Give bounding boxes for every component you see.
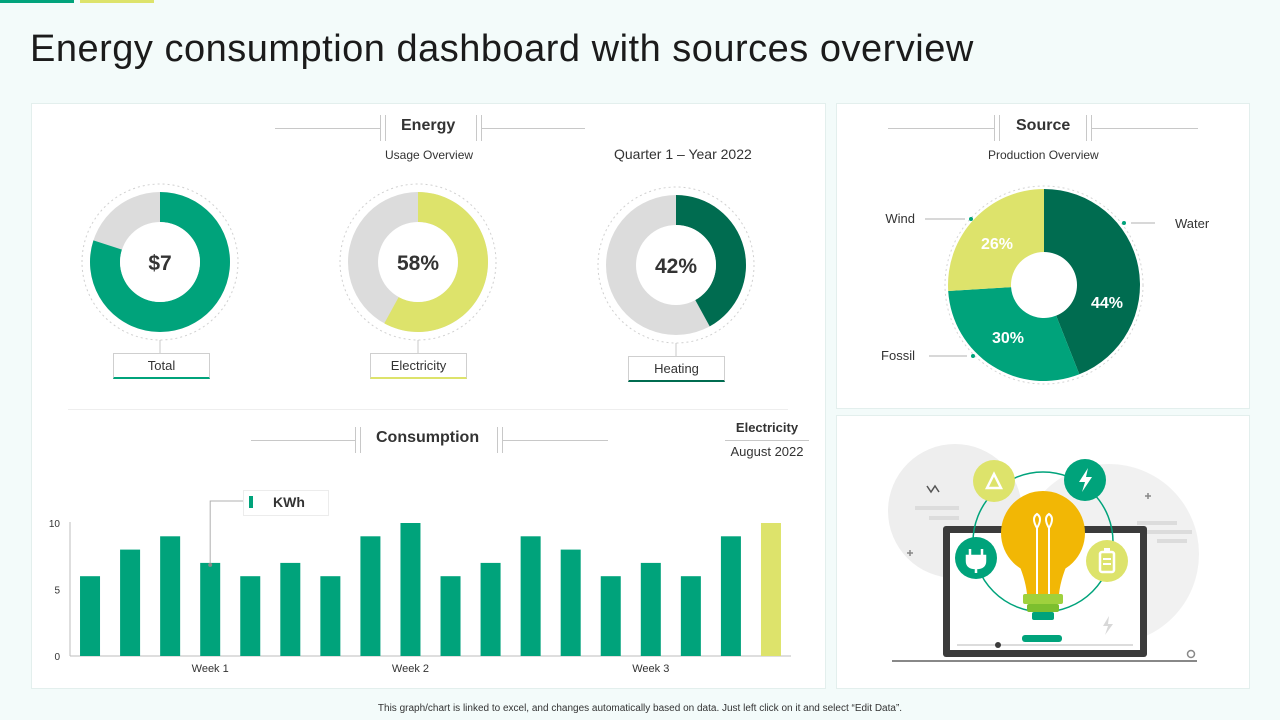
pie-slice-wind [948,189,1044,292]
ring-label-heating: Heating [628,356,725,382]
energy-heading: Energy [401,117,456,134]
ring-label-total: Total [113,353,210,379]
energy-consumption-panel: Energy Usage Overview Quarter 1 – Year 2… [31,103,826,689]
pie-label-water: Water [1175,216,1210,231]
consumption-heading: Consumption [376,429,480,446]
consumption-meta: Electricity August 2022 [725,420,809,464]
x-tick-week-3: Week 3 [632,663,669,675]
ring-value-electricity: 58% [397,252,439,275]
consumption-meta-date: August 2022 [730,444,804,459]
x-tick-week-2: Week 2 [392,663,429,675]
footnote: This graph/chart is linked to excel, and… [377,703,903,714]
page-title: Energy consumption dashboard with source… [30,28,974,70]
x-tick-week-1: Week 1 [192,663,229,675]
source-panel: Source Production Overview 44% Water 30% Fo… [836,103,1250,409]
bar-3 [160,536,181,656]
bar-14 [600,576,621,656]
kwh-legend-swatch [249,496,253,508]
kwh-legend-label: KWh [273,494,305,510]
ring-value-total: $7 [148,252,171,275]
bar-10 [440,576,461,656]
bar-17 [720,536,741,656]
ring-value-heating: 42% [655,255,697,278]
pie-value-wind: 26% [981,236,1013,253]
bar-2 [120,549,141,656]
light-bulb-icon [1001,491,1085,575]
pie-slice-water [1044,189,1140,375]
bar-11 [480,562,501,656]
pie-slice-fossil [948,287,1080,381]
source-pie-chart: 44% Water 30% Fossil 26% Wind [881,185,1210,385]
bar-15 [640,562,661,656]
ring-fill-electricity [384,192,488,332]
energy-rings: $7 58% 42% [81,183,755,357]
section-divider [68,409,788,410]
accent-bar-lime [80,0,154,3]
legend-pointer [209,500,243,563]
pie-label-wind: Wind [885,211,915,226]
bar-16 [680,576,701,656]
energy-illustration [888,444,1199,662]
bar-8 [360,536,381,656]
bar-6 [280,562,301,656]
y-tick-5: 5 [54,586,60,597]
ring-label-electricity: Electricity [370,353,467,379]
energy-subheading: Usage Overview [385,148,474,162]
pie-value-water: 44% [1091,295,1123,312]
bar-13 [560,549,581,656]
ring-fill-heating [676,195,747,327]
source-section-header: Source [888,115,1198,141]
battery-icon [1086,540,1128,582]
consumption-section-header: Consumption [251,427,608,453]
bar-1 [80,576,101,656]
y-tick-0: 0 [54,652,60,663]
source-subheading: Production Overview [988,148,1099,162]
bar-5 [240,576,261,656]
bar-18 [760,523,781,656]
recycle-icon [973,460,1015,502]
energy-period: Quarter 1 – Year 2022 [614,146,752,162]
bar-7 [320,576,341,656]
pie-value-fossil: 30% [992,330,1024,347]
bar-12 [520,536,541,656]
source-heading: Source [1016,117,1071,134]
kwh-legend: KWh [243,490,329,516]
y-tick-10: 10 [49,519,61,530]
energy-section-header: Energy [275,115,585,141]
accent-bar-green [0,0,74,3]
illustration-panel [836,415,1250,689]
consumption-meta-title: Electricity [735,420,799,435]
bar-4 [200,562,221,656]
bar-9 [400,523,421,656]
ring-fill-total [90,192,231,332]
pie-label-fossil: Fossil [881,348,915,363]
